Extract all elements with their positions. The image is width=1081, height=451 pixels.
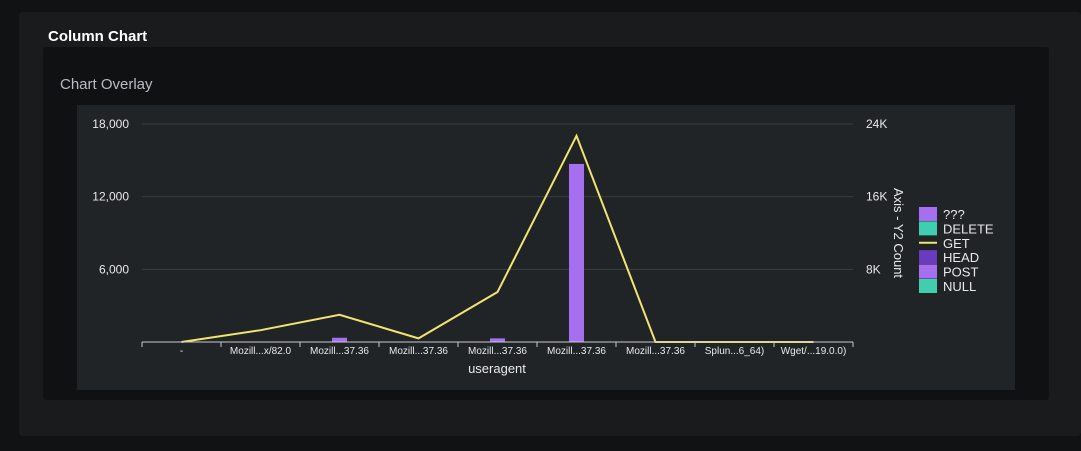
legend-swatch	[919, 207, 937, 221]
legend-label: GET	[943, 236, 970, 251]
bar	[331, 337, 348, 342]
bar	[568, 163, 585, 342]
y2-axis-tick-label: 16K	[866, 190, 887, 204]
y2-axis-label: Axis - Y2 Count	[891, 188, 906, 278]
y-axis-tick-label: 6,000	[99, 262, 129, 276]
x-axis-tick-label: Mozill...37.36	[389, 346, 448, 357]
legend-label: DELETE	[943, 221, 994, 236]
y-axis-tick-label: 18,000	[92, 117, 129, 131]
axes: 6,000 12,000 18,000 8K 16K 24K - Mozill...x/82.…	[92, 117, 887, 357]
legend-swatch	[919, 264, 937, 279]
bars	[331, 163, 585, 342]
x-axis-tick-label: Splun...6_64)	[705, 346, 765, 357]
line-series	[181, 133, 814, 343]
x-axis-tick-label: Mozill...37.36	[547, 346, 606, 357]
y-axis-tick-label: 12,000	[92, 190, 129, 204]
x-axis-tick-label: Wget/...19.0.0)	[781, 346, 847, 357]
bar	[489, 338, 506, 342]
legend-label: POST	[943, 265, 978, 280]
x-axis-label: useragent	[468, 361, 526, 376]
legend-swatch	[919, 221, 937, 236]
grid-lines	[142, 123, 853, 270]
y2-axis-tick-label: 24K	[866, 117, 887, 131]
legend-label: ???	[943, 207, 965, 222]
chart-title: Chart Overlay	[60, 76, 153, 93]
x-axis-tick-label: Mozill...37.36	[468, 346, 527, 357]
x-axis-tick-label: Mozill...37.36	[310, 346, 369, 357]
x-axis-tick-label: -	[180, 346, 183, 357]
y2-axis-tick-label: 8K	[866, 262, 881, 276]
line-series-get	[181, 133, 814, 343]
legend-swatch	[919, 279, 937, 293]
legend-label: HEAD	[943, 250, 979, 265]
legend-swatch	[919, 250, 937, 265]
legend-label: NULL	[943, 279, 976, 294]
x-axis-tick-label: Mozill...37.36	[626, 346, 685, 357]
x-axis-tick-label: Mozill...x/82.0	[230, 346, 292, 357]
panel-title: Column Chart	[48, 28, 148, 45]
